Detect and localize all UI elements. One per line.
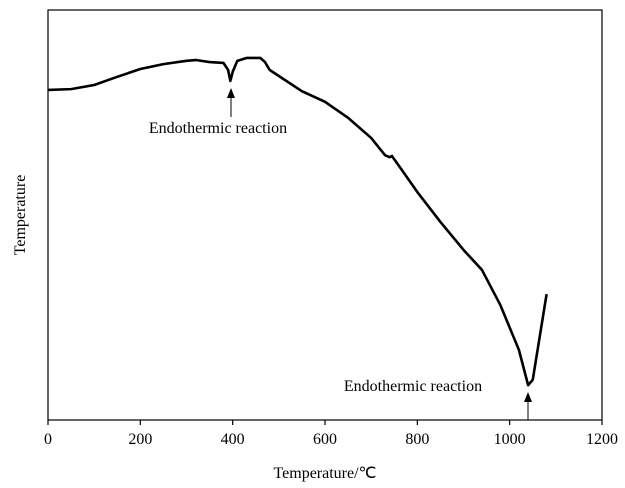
annotation-arrowhead [227, 88, 235, 98]
x-tick-label: 0 [44, 431, 52, 448]
x-tick-label: 600 [313, 431, 337, 448]
x-tick-label: 400 [221, 431, 245, 448]
x-axis-label: Temperature/℃ [273, 465, 376, 482]
annotation-arrowhead [524, 392, 532, 402]
annotation: Endothermic reaction [344, 378, 482, 395]
y-axis-label: Temperature [12, 175, 29, 256]
x-tick-label: 1200 [586, 431, 618, 448]
x-tick-label: 200 [128, 431, 152, 448]
x-tick-label: 1000 [494, 431, 526, 448]
annotation: Endothermic reaction [149, 120, 287, 137]
x-tick-label: 800 [405, 431, 429, 448]
data-line [47, 56, 548, 387]
